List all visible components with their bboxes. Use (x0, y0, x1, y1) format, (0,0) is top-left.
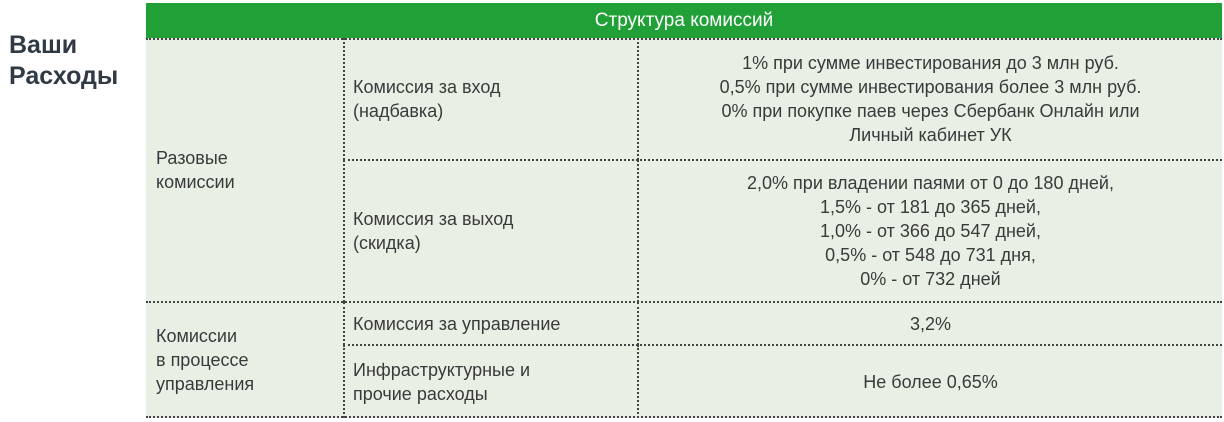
fee-name: Комиссия за вход (надбавка) (343, 38, 637, 160)
divider (146, 416, 1222, 418)
group-label: Разовые комиссии (156, 148, 235, 192)
fee-value: 1% при сумме инвестирования до 3 млн руб… (637, 38, 1222, 160)
fee-table: Разовые комиссии Комиссия за вход (надба… (146, 38, 1222, 418)
fee-name: Инфраструктурные и прочие расходы (343, 345, 637, 418)
fee-value: 3,2% (637, 302, 1222, 345)
divider (343, 344, 1222, 346)
fee-name: Комиссия за выход (скидка) (343, 160, 637, 302)
group-label: Комиссии в процессе управления (156, 326, 255, 394)
table-title: Структура комиссий (594, 9, 774, 31)
divider (146, 38, 1222, 40)
section-title: Ваши Расходы (9, 31, 119, 90)
fee-value: Не более 0,65% (637, 345, 1222, 418)
divider (343, 159, 1222, 161)
fee-name: Комиссия за управление (343, 302, 637, 345)
divider (146, 301, 1222, 303)
fee-value: 2,0% при владении паями от 0 до 180 дней… (637, 160, 1222, 302)
table-header: Структура комиссий (146, 3, 1222, 38)
